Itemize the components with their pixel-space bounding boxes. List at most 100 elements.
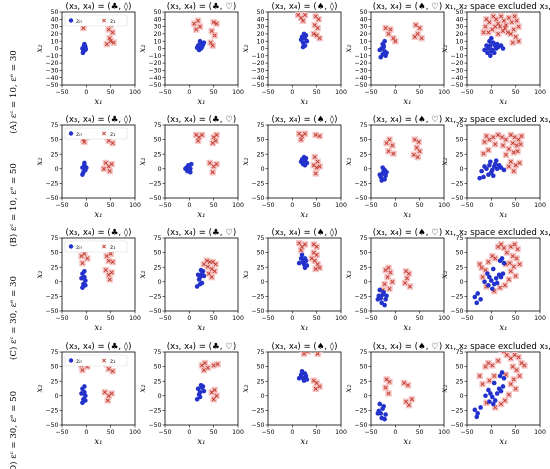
x-axis-label: x₁ (94, 437, 102, 447)
z1-point (104, 42, 109, 47)
z0-point (472, 407, 478, 413)
z0-point (302, 162, 308, 168)
x-tick-label: −50 (460, 89, 473, 96)
z0-point (497, 373, 503, 379)
y-tick-label: −25 (354, 294, 367, 301)
x-tick-label: 50 (313, 89, 321, 96)
y-tick-label: 25 (154, 264, 162, 271)
z0-point (498, 388, 504, 394)
y-tick-label: 75 (51, 122, 59, 129)
panel-d-4: (x₃, x₄) = (♠, ♡) −50 0 50 100 −50 −25 0 25 50 75 x… (344, 342, 450, 447)
y-tick-label: −40 (354, 75, 367, 82)
y-tick-label: 50 (154, 364, 162, 371)
x-tick-label: 50 (416, 315, 424, 322)
y-tick-label: 0 (460, 46, 464, 53)
z1-point (387, 137, 392, 142)
legend: z₀ z₁ (64, 127, 128, 140)
z0-point (492, 398, 498, 403)
y-tick-label: 25 (456, 264, 464, 271)
y-tick-label: 30 (257, 24, 265, 31)
z0-point (490, 173, 496, 179)
y-tick-label: 25 (360, 264, 368, 271)
points (194, 359, 221, 403)
x-tick-label: 100 (335, 202, 347, 209)
y-tick-label: 30 (51, 24, 59, 31)
y-tick-label: −50 (45, 195, 58, 202)
z1-point (511, 377, 516, 382)
x-tick-label: 50 (416, 89, 424, 96)
z1-point (301, 18, 306, 23)
y-tick-label: 20 (257, 31, 265, 38)
z1-point (385, 275, 390, 280)
z1-point (317, 384, 322, 389)
z0-point (500, 46, 506, 51)
y-tick-label: 0 (158, 279, 162, 286)
z1-point (213, 262, 218, 267)
points (472, 352, 528, 420)
z1-point (486, 259, 491, 264)
z1-point (491, 14, 496, 19)
z1-point (508, 159, 513, 164)
z1-point (207, 160, 212, 165)
panel-title: (x₃, x₄) = (♠, ◊) (271, 115, 337, 125)
z0-point (384, 293, 389, 299)
y-axis-label: x₂ (440, 384, 450, 393)
z0-point (488, 53, 493, 59)
z1-point (314, 33, 319, 38)
x-tick-label: 0 (393, 315, 397, 322)
legend-z1-label: z₁ (109, 17, 116, 25)
z0-point (382, 302, 387, 308)
y-axis-label: x₂ (440, 44, 450, 53)
z0-point (382, 177, 387, 182)
y-axis-label: x₂ (344, 44, 354, 53)
z0-point (499, 256, 505, 261)
panel-title: (x₃, x₄) = (♠, ♡) (373, 228, 442, 238)
z1-point (391, 36, 396, 41)
y-tick-label: −20 (148, 60, 161, 67)
x-axis-label: x₁ (403, 437, 411, 447)
z0-point (478, 297, 483, 302)
x-tick-label: 0 (187, 429, 191, 436)
x-tick-label: −50 (364, 315, 377, 322)
legend-z1-marker (101, 358, 107, 363)
y-tick-label: 0 (460, 393, 464, 400)
y-axis-label: x₂ (344, 157, 354, 166)
z1-point (196, 138, 201, 143)
z1-point (508, 382, 513, 387)
z0-point (296, 375, 302, 381)
z1-point (482, 139, 487, 144)
z1-point (500, 28, 506, 33)
z1-point (214, 21, 219, 26)
z0-point (188, 170, 193, 175)
z1-point (101, 166, 106, 171)
z1-point (484, 17, 489, 22)
z0-point (482, 279, 487, 285)
z0-point (501, 260, 507, 266)
z1-point (500, 143, 506, 148)
y-tick-label: −50 (45, 82, 58, 89)
panel-title: x₁, x₂ space excluded x₃, x₄ (445, 228, 550, 238)
z1-point (417, 26, 422, 31)
panel-title: (x₃, x₄) = (♣, ♡) (167, 342, 236, 352)
z0-point (489, 278, 494, 283)
z1-point (206, 271, 211, 276)
y-tick-label: −20 (251, 60, 264, 67)
y-tick-label: 25 (456, 151, 464, 158)
z1-point (105, 398, 110, 403)
x-tick-label: 0 (187, 89, 191, 96)
y-tick-label: −50 (450, 422, 463, 429)
z1-point (493, 24, 498, 29)
panel-c-1: (x₃, x₄) = (♣, ◊) −50 0 50 100 −50 −25 0 25 50 75 x… (35, 228, 141, 333)
panel-title: (x₃, x₄) = (♠, ◊) (271, 2, 337, 12)
y-tick-label: 40 (257, 16, 265, 23)
x-tick-label: 100 (129, 202, 141, 209)
z0-point (494, 391, 500, 396)
legend-z0-marker (68, 244, 74, 249)
z1-point (313, 171, 318, 176)
y-tick-label: −50 (45, 308, 58, 315)
x-tick-label: 50 (107, 429, 115, 436)
y-tick-label: 50 (154, 250, 162, 257)
z0-point (492, 161, 498, 167)
z1-point (106, 366, 111, 371)
x-tick-label: −50 (364, 429, 377, 436)
